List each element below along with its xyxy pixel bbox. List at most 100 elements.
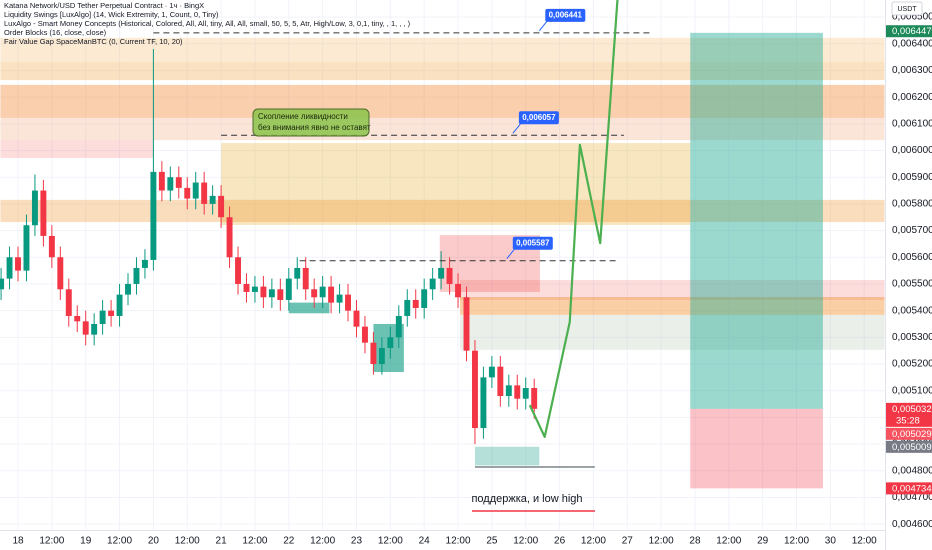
- currency-label: USDT: [897, 6, 917, 13]
- indicator-label[interactable]: Fair Value Gap SpaceManBTC (0, Current T…: [4, 37, 183, 46]
- candle-body: [6, 257, 13, 279]
- zone: [0, 117, 885, 141]
- y-tick-label: 0,005900: [892, 172, 932, 183]
- candle-body: [218, 195, 225, 218]
- candle-body: [395, 315, 402, 338]
- legend: Katana Network/USD Tether Perpetual Cont…: [4, 1, 411, 46]
- countdown-label: 35:28: [896, 415, 920, 426]
- y-tick-label: 0,006200: [892, 92, 932, 103]
- candle-body: [108, 310, 115, 316]
- price-tag-label: 0,005009: [892, 442, 932, 453]
- support-text: поддержка, и low high: [471, 493, 582, 505]
- candle-body: [125, 283, 131, 295]
- candle-body: [361, 326, 368, 343]
- price-tag: [886, 482, 932, 495]
- symbol-title[interactable]: Katana Network/USD Tether Perpetual Cont…: [4, 1, 204, 10]
- candle-body: [438, 267, 445, 279]
- annotation-text: Скопление ликвидности: [258, 112, 348, 121]
- candle-body: [175, 177, 182, 188]
- candle-body: [40, 190, 47, 236]
- candle-body: [522, 388, 529, 399]
- candle-body: [0, 278, 5, 290]
- y-tick-label: 0,006300: [892, 65, 932, 76]
- zone: [460, 297, 885, 315]
- candle-body: [463, 297, 470, 351]
- candle-body: [387, 337, 394, 348]
- candle-body: [158, 171, 165, 191]
- candle-body: [167, 177, 174, 191]
- indicator-label[interactable]: Order Blocks (16, close, close): [4, 28, 107, 37]
- price-tag: [886, 440, 932, 453]
- currency-box[interactable]: [891, 1, 923, 16]
- candle-body: [514, 385, 521, 399]
- indicator-label[interactable]: Liquidity Swings [LuxAlgo] (14, Wick Ext…: [4, 10, 219, 19]
- zone: [0, 84, 885, 118]
- candle-body: [328, 286, 335, 303]
- y-tick-label: 0,004600: [892, 519, 932, 530]
- y-tick-label: 0,005500: [892, 279, 932, 290]
- candle-body: [531, 388, 538, 409]
- candle-body: [23, 225, 30, 271]
- y-tick-label: 0,005100: [892, 385, 932, 396]
- candle-body: [294, 267, 301, 279]
- candle-body: [99, 310, 106, 324]
- zone: [460, 279, 885, 300]
- candle-body: [15, 257, 21, 271]
- callout-pointer: [538, 20, 548, 32]
- candle-body: [150, 171, 157, 260]
- candle-body: [277, 289, 284, 300]
- x-tick-label: 12:00: [513, 536, 538, 547]
- candle-body: [429, 278, 436, 290]
- candle-body: [226, 217, 233, 258]
- candle-body: [471, 350, 478, 429]
- candle-body: [285, 278, 292, 300]
- y-tick-label: 0,005200: [892, 359, 932, 370]
- annotation-bg: [252, 108, 370, 137]
- callout-pointer: [512, 122, 522, 134]
- candle-body: [488, 366, 495, 378]
- candle-body: [505, 385, 512, 397]
- x-tick-label: 22: [283, 536, 295, 547]
- x-tick-label: 29: [757, 536, 769, 547]
- candle-body: [141, 259, 148, 268]
- x-tick-label: 18: [12, 536, 24, 547]
- candle-body: [353, 310, 360, 327]
- y-tick-label: 0,006400: [892, 38, 932, 49]
- candle-body: [336, 294, 343, 303]
- indicator-label[interactable]: LuxAlgo - Smart Money Concepts (Historic…: [4, 19, 411, 28]
- y-tick-label: 0,006500: [892, 12, 932, 23]
- x-tick-label: 28: [689, 536, 701, 547]
- y-tick-label: 0,005800: [892, 199, 932, 210]
- x-tick-label: 12:00: [852, 536, 877, 547]
- x-tick-label: 24: [419, 536, 431, 547]
- y-tick-label: 0,006000: [892, 145, 932, 156]
- callout-pointer: [506, 248, 516, 260]
- x-tick-label: 12:00: [378, 536, 403, 547]
- zone: [690, 408, 823, 489]
- y-tick-label: 0,005400: [892, 305, 932, 316]
- candle-body: [480, 377, 487, 429]
- candle-body: [201, 182, 208, 204]
- y-tick-label: 0,005300: [892, 332, 932, 343]
- candle-body: [82, 321, 89, 335]
- candle-body: [345, 294, 351, 311]
- axes: 0,0046000,0047000,0048000,0049000,005000…: [12, 12, 932, 547]
- candle-body: [311, 289, 318, 298]
- candle-body: [48, 235, 55, 258]
- candle-body: [251, 286, 258, 292]
- callout-bg: [518, 111, 559, 125]
- x-tick-label: 20: [148, 536, 160, 547]
- candle-body: [209, 195, 216, 204]
- x-tick-label: 12:00: [581, 536, 606, 547]
- y-tick-label: 0,006100: [892, 118, 932, 129]
- candle-body: [404, 299, 411, 316]
- candle-body: [268, 289, 275, 298]
- callout-bg: [512, 236, 553, 250]
- x-tick-label: 21: [216, 536, 228, 547]
- x-tick-label: 19: [80, 536, 92, 547]
- x-tick-label: 12:00: [649, 536, 674, 547]
- zone: [474, 446, 540, 466]
- zone: [0, 140, 154, 158]
